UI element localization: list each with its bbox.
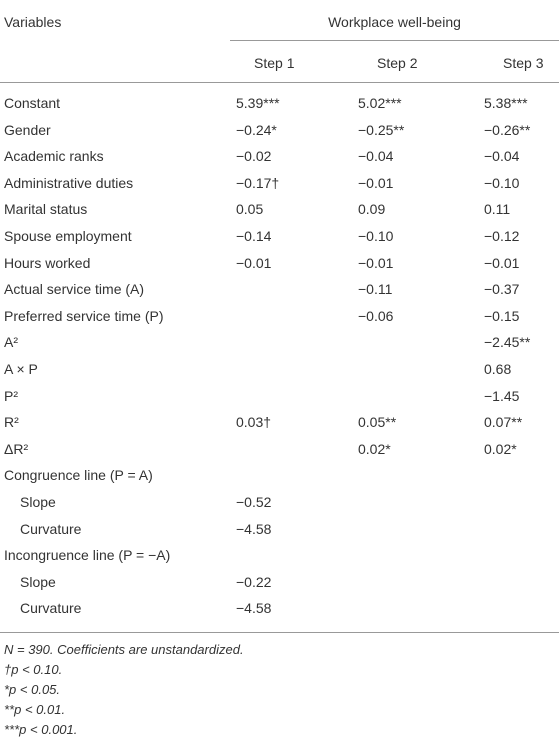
cell: −0.01: [236, 254, 272, 271]
row-label: Gender: [4, 121, 51, 138]
row-label: Marital status: [4, 201, 88, 218]
cell: 0.02*: [358, 440, 391, 457]
row-label: A²: [4, 334, 18, 351]
cell: −2.45**: [484, 334, 531, 351]
cell: −0.15: [484, 307, 520, 324]
cell: −0.17†: [236, 174, 280, 191]
cell: −0.37: [484, 281, 520, 298]
spanner-header: Workplace well-being: [328, 14, 461, 30]
cell: −1.45: [484, 387, 520, 404]
cell: 5.38***: [484, 95, 528, 111]
cell: −0.52: [236, 494, 272, 510]
row-label: Constant: [4, 95, 61, 111]
column-header: Step 2: [377, 55, 418, 71]
row-label: Slope: [20, 573, 56, 590]
cell: −0.22: [236, 573, 272, 590]
cell: −0.26**: [484, 121, 531, 138]
row-label: Actual service time (A): [4, 281, 145, 298]
cell: −0.06: [358, 307, 394, 324]
cell: −0.01: [358, 174, 394, 191]
row-label: Preferred service time (P): [4, 307, 164, 324]
cell: −0.10: [484, 174, 520, 191]
cell: 5.02***: [358, 95, 402, 111]
footnote: **p < 0.01.: [4, 702, 66, 717]
rule: [0, 82, 559, 83]
cell: 5.39***: [236, 95, 280, 111]
cell: 0.68: [484, 361, 512, 377]
footnote: ***p < 0.001.: [4, 722, 78, 737]
footnote: †p < 0.10.: [4, 662, 63, 677]
row-label: R²: [4, 414, 19, 431]
row-label: Spouse employment: [4, 228, 132, 244]
cell: 0.11: [484, 201, 511, 218]
cell: −0.11: [358, 281, 393, 298]
cell: −0.10: [358, 228, 394, 244]
cell: −0.04: [484, 148, 520, 165]
column-header: Step 3: [503, 55, 544, 71]
cell: −0.25**: [358, 121, 405, 138]
row-label: ΔR²: [4, 440, 29, 457]
row-label: Curvature: [20, 520, 82, 537]
cell: −0.04: [358, 148, 394, 165]
cell: 0.02*: [484, 440, 517, 457]
row-label: P²: [4, 387, 18, 404]
stub-header: Variables: [4, 14, 62, 30]
footnote: N = 390. Coefficients are unstandardized…: [4, 642, 244, 657]
row-label: Curvature: [20, 600, 82, 617]
cell: 0.05**: [358, 414, 397, 431]
cell: −0.14: [236, 228, 272, 244]
cell: −0.01: [358, 254, 394, 271]
cell: −0.12: [484, 228, 520, 244]
row-label: Administrative duties: [4, 174, 134, 191]
row-label: Slope: [20, 494, 56, 510]
row-label: A × P: [4, 361, 38, 377]
section-label: Incongruence line (P = −A): [4, 547, 171, 564]
cell: 0.09: [358, 201, 386, 218]
cell: −4.58: [236, 520, 272, 537]
cell: −0.01: [484, 254, 520, 271]
footnote: *p < 0.05.: [4, 682, 61, 697]
cell: 0.03†: [236, 414, 272, 431]
cell: −0.02: [236, 148, 272, 165]
column-header: Step 1: [254, 55, 295, 71]
row-label: Hours worked: [4, 254, 91, 271]
row-label: Academic ranks: [4, 148, 104, 165]
rule: [230, 40, 559, 41]
cell: −4.58: [236, 600, 272, 617]
cell: −0.24*: [236, 121, 277, 138]
rule: [0, 632, 559, 633]
section-label: Congruence line (P = A): [4, 467, 153, 484]
cell: 0.07**: [484, 414, 523, 431]
cell: 0.05: [236, 201, 264, 218]
